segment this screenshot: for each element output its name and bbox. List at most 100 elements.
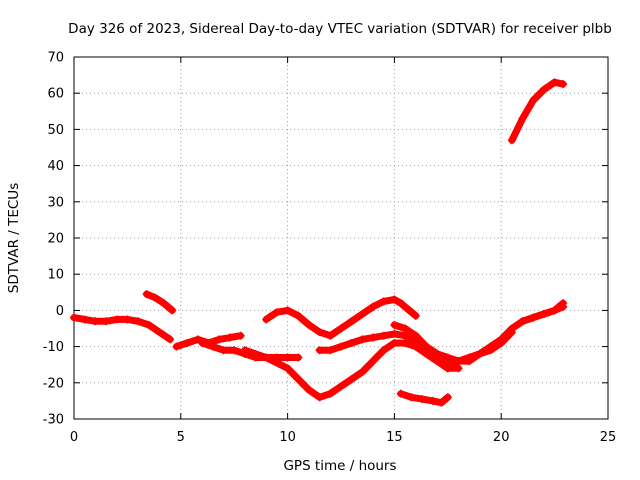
data-point xyxy=(230,346,239,355)
data-point xyxy=(443,353,452,362)
data-point xyxy=(347,317,356,326)
y-tick-label: -30 xyxy=(43,413,64,428)
x-tick-label: 5 xyxy=(177,430,185,445)
y-tick-label: 10 xyxy=(47,268,64,283)
data-point xyxy=(172,342,181,351)
x-tick-label: 10 xyxy=(279,430,296,445)
data-point xyxy=(539,85,548,94)
y-tick-label: 0 xyxy=(56,304,64,319)
series-arc-10 xyxy=(443,328,516,373)
series-line xyxy=(262,296,420,340)
data-point xyxy=(396,299,405,308)
series-arc-5 xyxy=(240,338,463,402)
data-point xyxy=(550,306,559,315)
data-point xyxy=(283,353,292,362)
data-point xyxy=(390,338,399,347)
data-point xyxy=(155,328,164,337)
data-point xyxy=(422,342,431,351)
data-point xyxy=(326,389,335,398)
data-point xyxy=(208,342,217,351)
x-tick-label: 0 xyxy=(70,430,78,445)
data-point xyxy=(326,331,335,340)
data-point xyxy=(151,293,160,302)
gridlines xyxy=(74,57,608,419)
data-point xyxy=(401,324,410,333)
data-point xyxy=(183,338,192,347)
data-point xyxy=(486,346,495,355)
data-point xyxy=(304,386,313,395)
data-point xyxy=(433,349,442,358)
data-point xyxy=(168,306,177,315)
data-point xyxy=(142,290,151,299)
data-point xyxy=(262,315,271,324)
y-tick-label: -10 xyxy=(43,340,64,355)
series-line xyxy=(143,290,176,314)
x-axis-label: GPS time / hours xyxy=(283,458,396,474)
y-axis-label: SDTVAR / TECUs xyxy=(6,183,22,293)
series-line xyxy=(519,299,567,325)
data-point xyxy=(529,313,538,322)
data-point xyxy=(507,136,516,145)
y-tick-label: 30 xyxy=(47,195,64,210)
axis-ticks: 0 5 10 15 20 25 -30 -20 -10 0 10 20 30 40 50 60 70 xyxy=(43,51,617,446)
data-point xyxy=(475,349,484,358)
data-point xyxy=(347,375,356,384)
data-point xyxy=(236,331,245,340)
data-point xyxy=(283,364,292,373)
data-point xyxy=(539,310,548,319)
y-tick-label: 40 xyxy=(47,159,64,174)
data-point xyxy=(379,346,388,355)
data-point xyxy=(193,335,202,344)
data-point xyxy=(337,382,345,391)
data-point xyxy=(347,338,356,347)
data-point xyxy=(405,306,414,315)
data-point xyxy=(112,315,121,324)
data-point xyxy=(401,338,410,347)
data-point xyxy=(91,317,100,326)
data-point xyxy=(369,333,378,342)
data-point xyxy=(123,315,132,324)
y-tick-label: 60 xyxy=(47,87,64,102)
data-point xyxy=(507,328,516,337)
data-point xyxy=(358,335,367,344)
data-point xyxy=(401,331,410,340)
series-arc-2 xyxy=(142,290,177,315)
data-point xyxy=(443,364,452,373)
data-point xyxy=(294,353,303,362)
chart-title: Day 326 of 2023, Sidereal Day-to-day VTE… xyxy=(68,21,612,37)
data-point xyxy=(262,353,271,362)
data-point xyxy=(390,320,399,329)
data-point xyxy=(454,357,463,366)
data-point xyxy=(465,353,474,362)
data-point xyxy=(240,346,249,355)
data-point xyxy=(518,114,527,123)
data-point xyxy=(326,346,335,355)
data-point xyxy=(369,357,378,366)
x-tick-label: 20 xyxy=(493,430,510,445)
data-point xyxy=(215,335,224,344)
data-point xyxy=(428,396,437,405)
data-point xyxy=(454,364,463,373)
y-tick-label: 20 xyxy=(47,232,64,247)
y-tick-label: -20 xyxy=(43,376,64,391)
data-point xyxy=(283,306,292,315)
data-point xyxy=(390,295,399,304)
data-series xyxy=(70,78,568,407)
data-point xyxy=(379,331,388,340)
data-point xyxy=(529,96,538,105)
data-point xyxy=(443,393,452,402)
data-point xyxy=(411,311,420,320)
data-point xyxy=(315,328,324,337)
data-point xyxy=(358,310,367,319)
series-line xyxy=(508,78,567,144)
data-point xyxy=(559,299,568,308)
data-point xyxy=(80,315,89,324)
data-point xyxy=(294,375,303,384)
data-point xyxy=(166,335,175,344)
series-arc-11 xyxy=(518,299,568,326)
series-arc-1 xyxy=(70,313,175,344)
data-point xyxy=(358,367,367,376)
data-point xyxy=(550,78,559,87)
data-point xyxy=(159,299,168,308)
